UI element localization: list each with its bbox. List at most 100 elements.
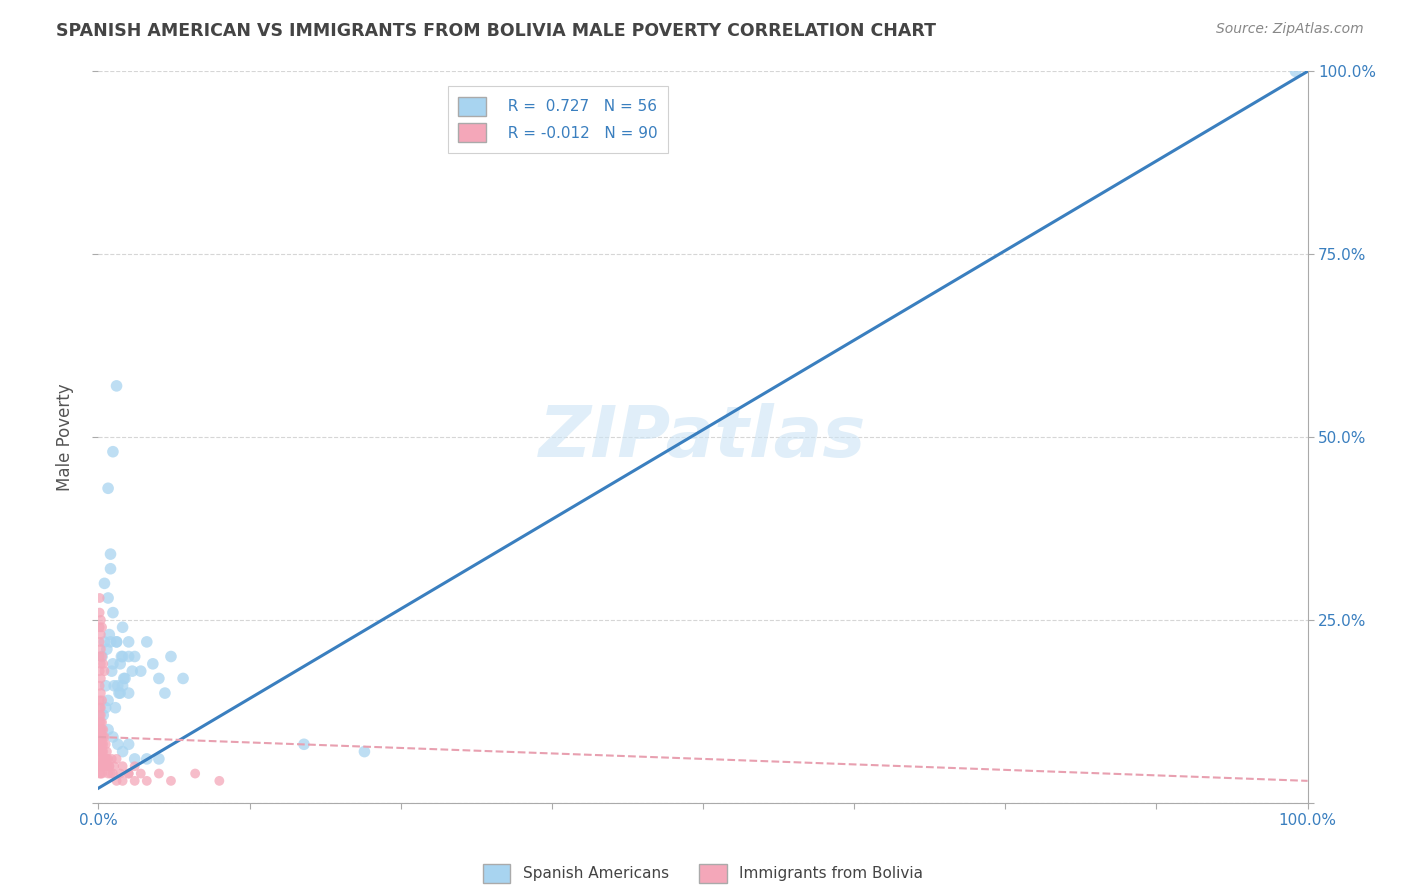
Point xyxy=(91,752,114,766)
Point xyxy=(107,737,129,751)
Point xyxy=(96,759,118,773)
Point xyxy=(89,759,111,773)
Point xyxy=(118,766,141,780)
Point xyxy=(100,766,122,780)
Point xyxy=(91,752,114,766)
Point xyxy=(96,752,118,766)
Point xyxy=(103,679,125,693)
Point xyxy=(118,737,141,751)
Point xyxy=(98,759,121,773)
Point xyxy=(160,649,183,664)
Point xyxy=(105,773,128,788)
Point xyxy=(124,752,146,766)
Point xyxy=(96,745,118,759)
Point xyxy=(89,715,111,730)
Point xyxy=(91,649,114,664)
Point xyxy=(90,627,112,641)
Point xyxy=(100,562,122,576)
Point xyxy=(93,576,115,591)
Point xyxy=(90,672,112,686)
Point xyxy=(1284,64,1306,78)
Point xyxy=(97,752,120,766)
Point xyxy=(91,723,114,737)
Point xyxy=(110,649,132,664)
Point xyxy=(124,759,146,773)
Point xyxy=(89,693,111,707)
Point xyxy=(93,635,115,649)
Point xyxy=(91,759,114,773)
Point xyxy=(91,715,114,730)
Point xyxy=(89,745,111,759)
Point xyxy=(148,766,170,780)
Point xyxy=(91,766,114,780)
Point xyxy=(90,708,112,723)
Point xyxy=(91,737,114,751)
Point xyxy=(91,745,114,759)
Point xyxy=(89,591,111,605)
Point xyxy=(90,613,112,627)
Point xyxy=(104,700,127,714)
Point xyxy=(91,745,114,759)
Point xyxy=(108,686,131,700)
Point xyxy=(353,745,375,759)
Point xyxy=(101,606,124,620)
Point xyxy=(114,672,136,686)
Point xyxy=(90,715,112,730)
Point xyxy=(101,657,124,671)
Point xyxy=(90,642,112,657)
Point xyxy=(94,700,117,714)
Point xyxy=(89,745,111,759)
Point xyxy=(91,723,114,737)
Point xyxy=(89,635,111,649)
Point xyxy=(90,657,112,671)
Point xyxy=(108,766,131,780)
Point xyxy=(94,759,117,773)
Point xyxy=(112,672,135,686)
Point xyxy=(96,642,118,657)
Point xyxy=(135,635,157,649)
Point xyxy=(90,730,112,744)
Point xyxy=(111,649,134,664)
Point xyxy=(90,759,112,773)
Point xyxy=(142,657,165,671)
Point xyxy=(90,766,112,780)
Point xyxy=(93,752,115,766)
Point xyxy=(98,759,121,773)
Point xyxy=(101,444,124,458)
Point xyxy=(118,686,141,700)
Point xyxy=(101,766,124,780)
Point xyxy=(89,708,111,723)
Point xyxy=(89,649,111,664)
Point xyxy=(100,547,122,561)
Text: ZIPatlas: ZIPatlas xyxy=(540,402,866,472)
Point xyxy=(124,773,146,788)
Point xyxy=(89,620,111,634)
Point xyxy=(89,664,111,678)
Point xyxy=(184,766,207,780)
Point xyxy=(91,657,114,671)
Point xyxy=(101,730,124,744)
Point xyxy=(97,693,120,707)
Point xyxy=(93,664,115,678)
Point xyxy=(111,759,134,773)
Point xyxy=(105,635,128,649)
Point xyxy=(93,759,115,773)
Point xyxy=(91,620,114,634)
Point xyxy=(89,723,111,737)
Point xyxy=(105,752,128,766)
Point xyxy=(91,730,114,744)
Point xyxy=(148,672,170,686)
Point xyxy=(93,752,115,766)
Point xyxy=(100,752,122,766)
Point xyxy=(89,700,111,714)
Point xyxy=(111,745,134,759)
Point xyxy=(94,737,117,751)
Point xyxy=(90,723,112,737)
Point xyxy=(100,664,122,678)
Text: Source: ZipAtlas.com: Source: ZipAtlas.com xyxy=(1216,22,1364,37)
Point xyxy=(89,679,111,693)
Point xyxy=(91,693,114,707)
Point xyxy=(98,627,121,641)
Point xyxy=(100,635,122,649)
Point xyxy=(94,752,117,766)
